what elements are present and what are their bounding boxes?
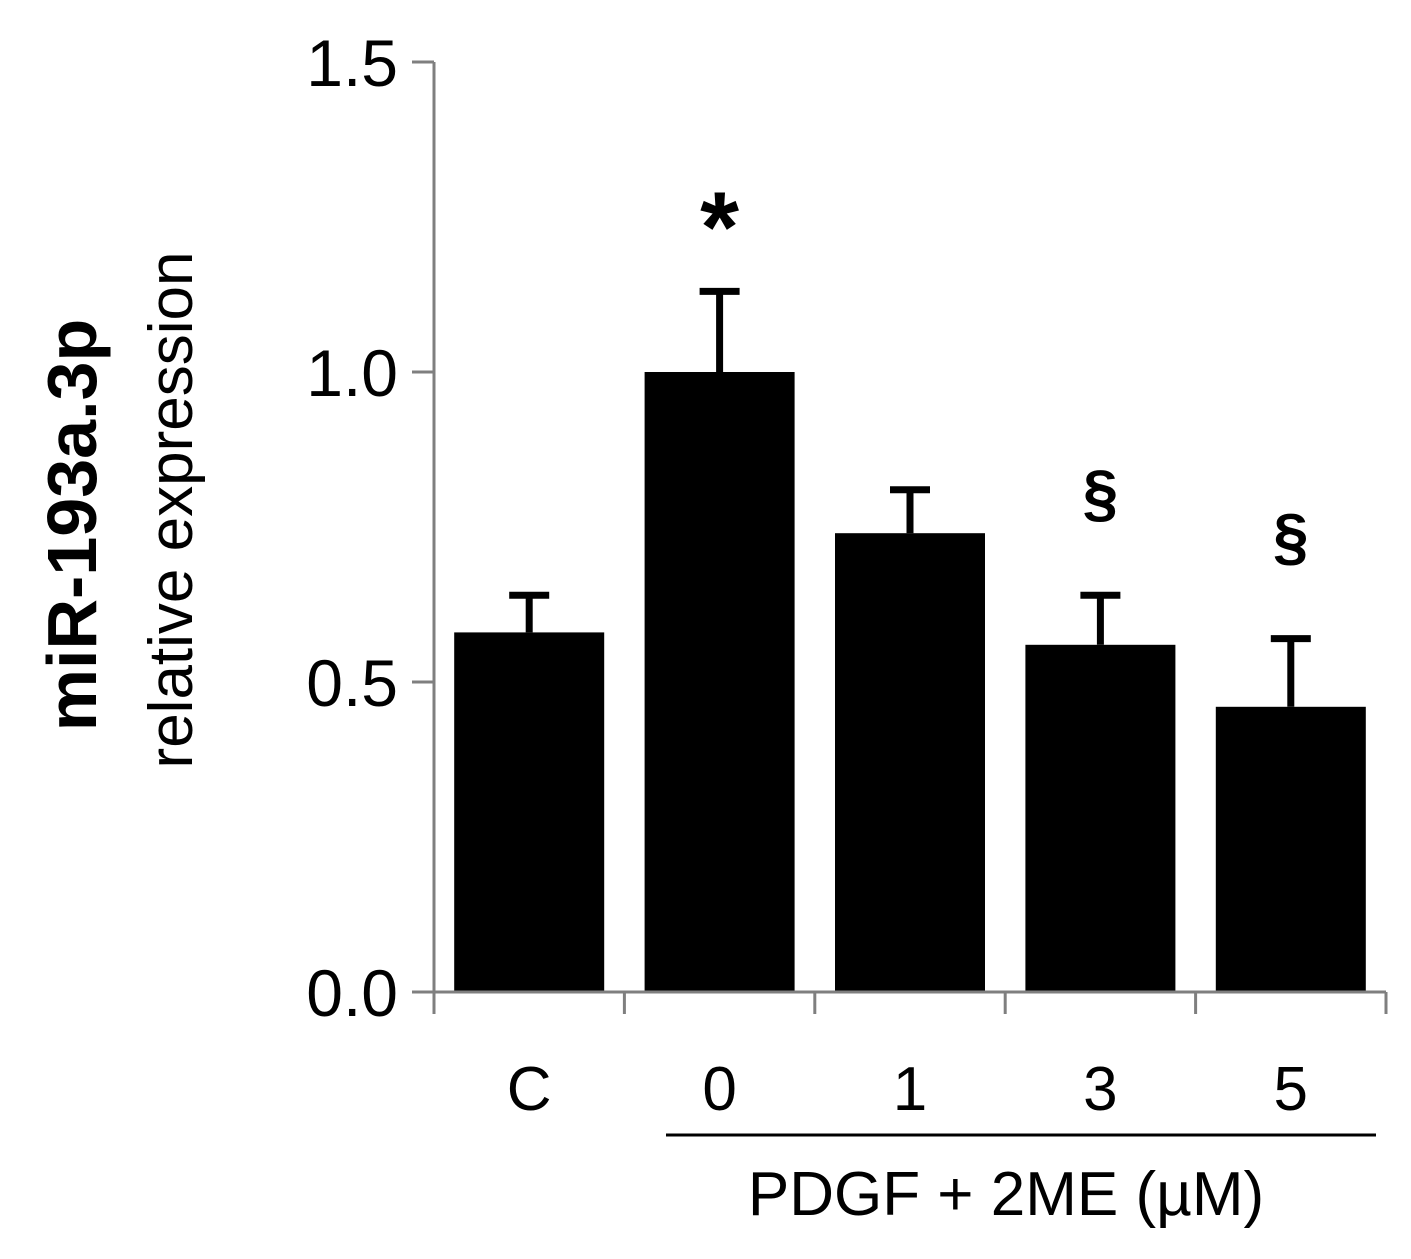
group-label: PDGF + 2ME (µM): [748, 1160, 1264, 1229]
x-tick-label-0: C: [507, 1055, 552, 1124]
y-axis-title: miR-193a.3p relative expression: [33, 252, 206, 769]
x-tick-label-2: 1: [893, 1055, 927, 1124]
significance-mark-5: §: [1273, 501, 1309, 573]
y-tick-label: 1.0: [306, 336, 398, 410]
x-axis: C 0 1 3 5: [412, 990, 1388, 1124]
treatment-group: PDGF + 2ME (µM): [666, 1133, 1376, 1229]
y-tick-label: 0.0: [306, 956, 398, 1030]
bar-1: [835, 533, 985, 992]
error-bars: [509, 287, 1311, 707]
significance-mark-3: §: [1083, 457, 1119, 529]
bar-3: [1025, 644, 1176, 992]
bars: [454, 372, 1366, 992]
y-axis-title-line2: relative expression: [137, 252, 206, 769]
x-tick-label-3: 3: [1083, 1055, 1117, 1124]
y-axis: 0.0 0.5 1.0 1.5: [306, 26, 436, 1030]
bar-C: [454, 632, 605, 992]
y-tick-label: 0.5: [306, 646, 398, 720]
x-tick-label-1: 0: [702, 1055, 736, 1124]
bar-0: [644, 372, 795, 992]
bar-5: [1215, 706, 1366, 992]
y-tick-label: 1.5: [306, 26, 398, 100]
significance-mark-0: *: [700, 171, 739, 283]
significance-annotations: * § §: [700, 171, 1308, 572]
x-tick-label-4: 5: [1274, 1055, 1308, 1124]
y-axis-title-line1: miR-193a.3p: [33, 319, 111, 731]
